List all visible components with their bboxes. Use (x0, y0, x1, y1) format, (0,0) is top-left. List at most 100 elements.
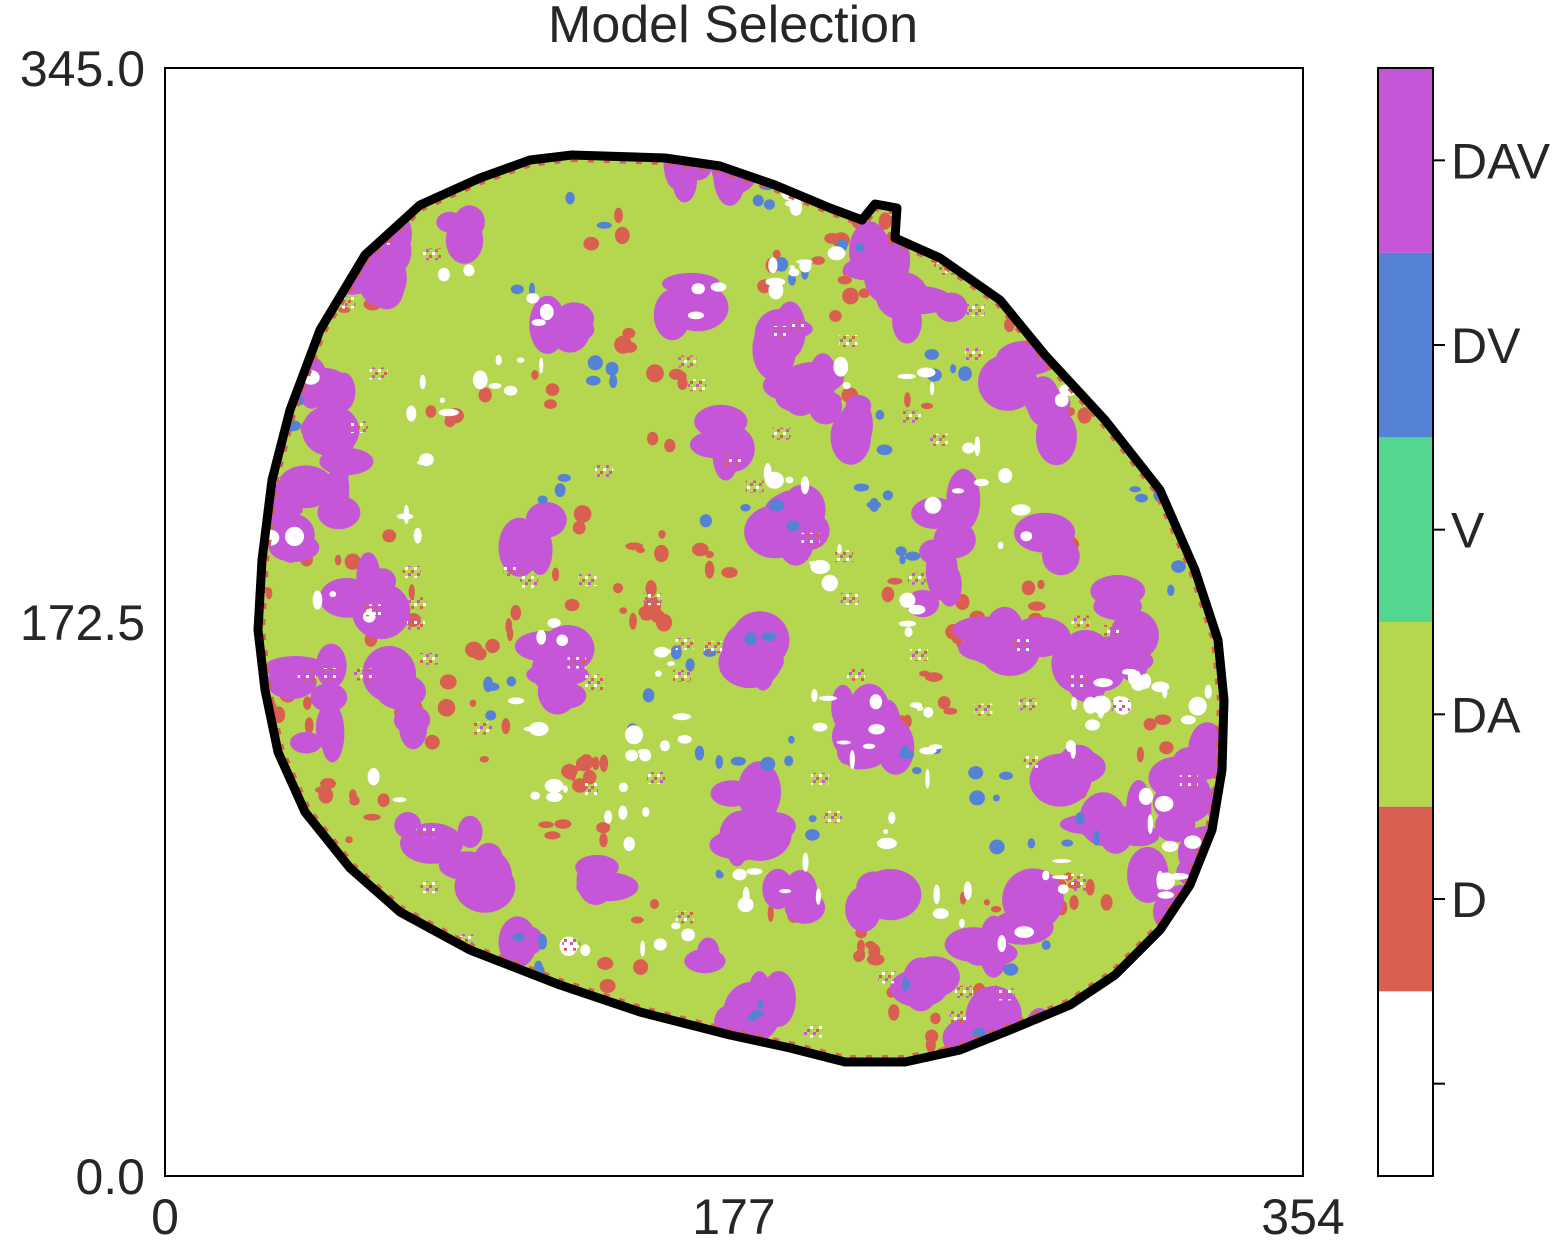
heatmap-cell-none (329, 591, 337, 598)
heatmap-cell-d (344, 553, 361, 570)
heatmap-cell-dv (763, 199, 775, 210)
heatmap-cell-none (811, 689, 818, 702)
heatmap-speckle (966, 304, 985, 317)
heatmap-cell-dav (498, 916, 537, 968)
x-tick-label: 354 (1261, 1189, 1344, 1245)
heatmap-cell-none (472, 370, 488, 390)
heatmap-cell-none (924, 496, 942, 514)
heatmap-cell-none (580, 944, 591, 956)
heatmap-cell-d (265, 587, 273, 600)
heatmap-speckle (567, 656, 586, 669)
chart-title: Model Selection (548, 0, 918, 54)
heatmap-cell-none (904, 627, 913, 638)
heatmap-cell-none (883, 829, 889, 834)
heatmap-speckle (910, 648, 929, 661)
heatmap-cell-d (1085, 878, 1095, 896)
heatmap-cell-none (863, 743, 876, 749)
heatmap-cell-d (853, 950, 864, 962)
heatmap-cell-dv (585, 375, 601, 386)
heatmap-cell-none (923, 707, 934, 718)
heatmap-cell-none (1147, 814, 1154, 834)
heatmap-cell-d (925, 672, 943, 682)
heatmap-cell-none (691, 283, 705, 295)
heatmap-speckle (996, 988, 1015, 1001)
heatmap-cell-dv (1129, 486, 1141, 493)
heatmap-cell-d (572, 520, 586, 535)
heatmap-cell-none (406, 405, 417, 422)
heatmap-cell-d (599, 754, 609, 772)
heatmap-cell-dav (784, 870, 818, 913)
colorbar-segment-dv (1378, 252, 1433, 438)
heatmap-cell-d (1028, 601, 1046, 611)
heatmap-speckle (810, 772, 829, 785)
heatmap-cell-dav (775, 382, 832, 414)
colorbar-label: DAV (1451, 133, 1551, 189)
heatmap-cell-d (334, 554, 342, 566)
heatmap-cell-d (612, 583, 624, 594)
heatmap-cell-dav (332, 372, 356, 411)
heatmap-cell-dv (786, 520, 800, 532)
heatmap-cell-d (649, 899, 660, 909)
heatmap-cell-none (1138, 787, 1153, 806)
heatmap-cell-d (303, 696, 312, 710)
heatmap-speckle (878, 971, 897, 984)
heatmap-speckle (420, 881, 439, 894)
heatmap-speckle (349, 421, 368, 434)
heatmap-speckle (406, 617, 425, 630)
heatmap-cell-dav (981, 625, 1020, 650)
heatmap-cell-dv (1003, 963, 1019, 976)
heatmap-speckle (955, 985, 974, 998)
heatmap-cell-d (772, 249, 781, 259)
heatmap-cell-none (413, 527, 422, 544)
heatmap-cell-none (789, 198, 803, 216)
heatmap-cell-none (618, 782, 629, 793)
heatmap-cell-none (1097, 698, 1105, 719)
heatmap-cell-none (930, 382, 935, 396)
heatmap-cell-none (660, 740, 670, 752)
heatmap-cell-none (710, 282, 727, 292)
heatmap-cell-none (1051, 875, 1072, 880)
heatmap-cell-dav (320, 704, 345, 763)
heatmap-cell-dv (808, 815, 817, 823)
heatmap-cell-none (836, 740, 851, 745)
heatmap-cell-d (630, 916, 644, 924)
heatmap-cell-d (554, 819, 572, 829)
heatmap-cell-d (597, 957, 614, 970)
heatmap-cell-d (619, 607, 628, 614)
heatmap-cell-d (479, 756, 489, 763)
heatmap-cell-dav (751, 647, 775, 691)
heatmap-speckle (974, 703, 993, 716)
heatmap-speckle (835, 550, 854, 563)
heatmap-cell-dav (1059, 744, 1097, 779)
heatmap-cell-d (669, 368, 684, 380)
heatmap-cell-none (463, 264, 475, 277)
heatmap-cell-none (640, 940, 645, 957)
heatmap-cell-d (439, 674, 457, 690)
heatmap-cell-d (485, 638, 500, 654)
heatmap-speckle (353, 668, 372, 681)
heatmap-cell-d (677, 376, 688, 390)
heatmap-cell-dv (774, 257, 789, 272)
heatmap-cell-none (529, 722, 549, 736)
heatmap-speckle (474, 722, 492, 735)
heatmap-speckle (578, 574, 597, 587)
heatmap-cell-none (544, 778, 564, 793)
heatmap-cell-none (849, 750, 855, 769)
heatmap-cell-none (419, 374, 426, 390)
heatmap-cell-d (645, 580, 657, 598)
heatmap-cell-none (868, 724, 885, 735)
heatmap-cell-d (465, 641, 483, 658)
heatmap-speckle (1179, 775, 1198, 788)
heatmap-cell-none (1122, 670, 1140, 675)
heatmap-cell-none (495, 354, 502, 366)
heatmap-speckle (673, 669, 692, 682)
heatmap-cell-dv (895, 546, 907, 557)
heatmap-cell-dv (1041, 940, 1051, 950)
colorbar-label: V (1451, 503, 1485, 559)
heatmap-cell-none (1020, 531, 1033, 542)
heatmap-cell-dav (694, 404, 748, 439)
heatmap-cell-none (1161, 840, 1179, 852)
heatmap-cell-d (692, 542, 709, 557)
heatmap-cell-none (802, 852, 809, 872)
